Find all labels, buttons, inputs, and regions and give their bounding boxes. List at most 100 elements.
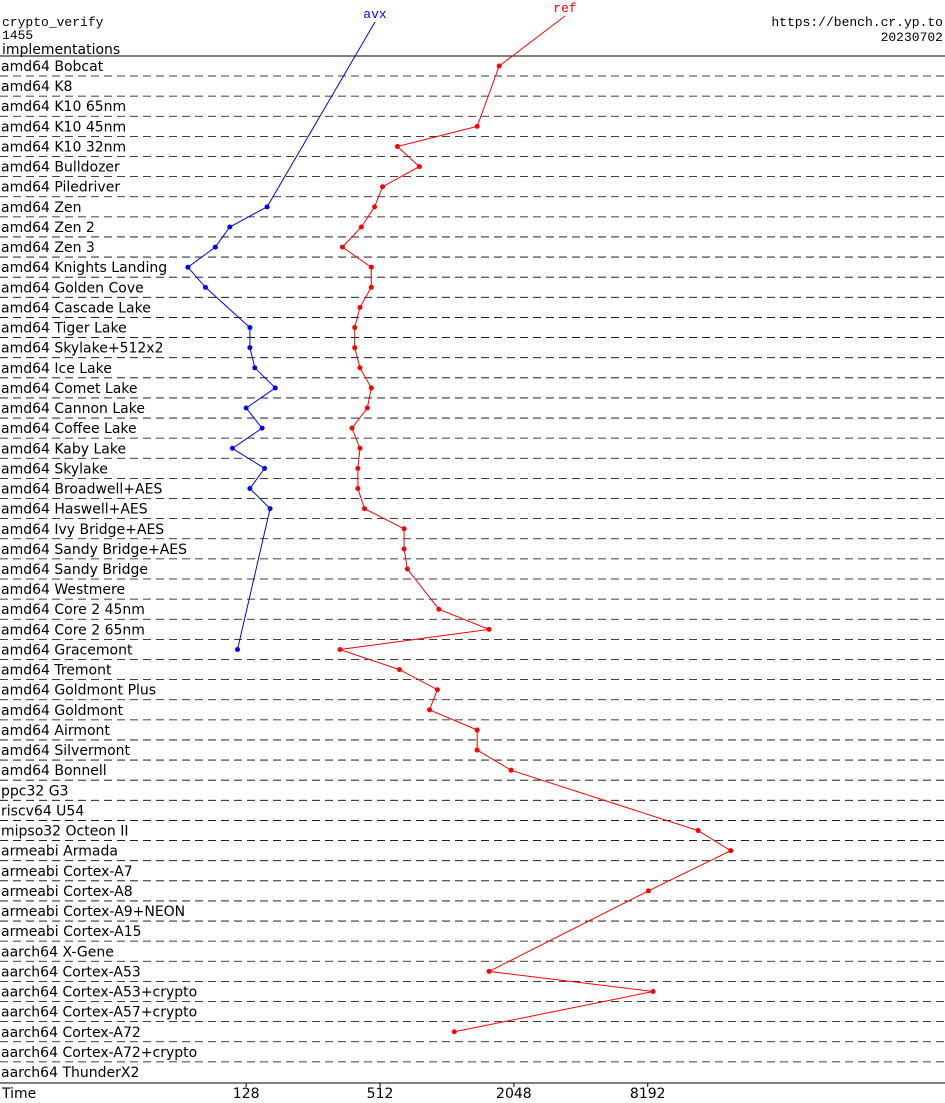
row-label: amd64 Airmont	[1, 723, 110, 739]
row-label: amd64 Golden Cove	[1, 280, 144, 296]
row-label: amd64 Broadwell+AES	[1, 482, 162, 498]
row-label: amd64 Ice Lake	[1, 361, 112, 377]
data-point	[357, 365, 363, 371]
row-label: amd64 Gracemont	[1, 642, 133, 658]
data-point	[650, 989, 656, 995]
row-label: amd64 Sandy Bridge+AES	[1, 542, 187, 558]
data-point	[401, 526, 407, 532]
data-point	[368, 284, 374, 290]
x-tick-label: 2048	[496, 1086, 532, 1102]
data-point	[357, 445, 363, 451]
data-point	[401, 546, 407, 552]
row-label: amd64 Tiger Lake	[1, 321, 127, 337]
row-label: amd64 K10 45nm	[1, 119, 126, 135]
row-label: armeabi Cortex-A8	[1, 884, 133, 900]
data-point	[474, 747, 480, 753]
row-label: armeabi Cortex-A9+NEON	[1, 904, 185, 920]
data-point	[267, 506, 273, 512]
data-point	[227, 224, 233, 230]
data-point	[264, 204, 270, 210]
data-point	[247, 486, 253, 492]
chart-title: crypto_verify	[2, 15, 104, 30]
data-point	[404, 566, 410, 572]
data-point	[427, 707, 433, 713]
row-label: amd64 Goldmont Plus	[1, 683, 156, 699]
data-point	[247, 325, 253, 331]
row-label: aarch64 Cortex-A53+crypto	[1, 985, 197, 1001]
series-line	[339, 65, 732, 1033]
row-label: riscv64 U54	[1, 803, 84, 819]
row-label: amd64 Core 2 65nm	[1, 622, 145, 638]
row-label: armeabi Armada	[1, 844, 118, 860]
row-label: aarch64 Cortex-A57+crypto	[1, 1005, 197, 1021]
data-point	[337, 646, 343, 652]
x-tick-label: 512	[367, 1086, 394, 1102]
row-label: amd64 Piledriver	[1, 180, 120, 196]
data-point	[645, 888, 651, 894]
row-label: amd64 Comet Lake	[1, 381, 138, 397]
row-label: amd64 K10 32nm	[1, 139, 126, 155]
data-point	[436, 606, 442, 612]
data-point	[339, 244, 345, 250]
row-label: amd64 Kaby Lake	[1, 441, 126, 457]
data-point	[259, 425, 265, 431]
row-label: amd64 Zen	[1, 200, 81, 216]
series-label: avx	[363, 7, 387, 22]
data-point	[358, 224, 364, 230]
series-label: ref	[553, 1, 576, 16]
row-label: amd64 Knights Landing	[1, 260, 167, 276]
row-label: amd64 K10 65nm	[1, 99, 126, 115]
row-label: amd64 Zen 2	[1, 220, 95, 236]
data-point	[394, 143, 400, 149]
data-point	[202, 284, 208, 290]
label-leader	[498, 15, 566, 67]
data-point	[451, 1029, 457, 1035]
data-point	[262, 465, 268, 471]
data-point	[364, 405, 370, 411]
data-point	[728, 848, 734, 854]
x-tick-label: 128	[233, 1086, 260, 1102]
caption: implementations	[2, 42, 120, 58]
x-axis-label: Time	[1, 1086, 36, 1102]
row-label: armeabi Cortex-A15	[1, 924, 142, 940]
data-point	[380, 184, 386, 190]
data-point	[212, 244, 218, 250]
data-point	[368, 264, 374, 270]
row-label: aarch64 X-Gene	[1, 944, 114, 960]
x-tick-label: 8192	[630, 1086, 666, 1102]
row-label: amd64 Bulldozer	[1, 160, 120, 176]
row-label: mipso32 Octeon II	[1, 824, 129, 840]
data-point	[355, 486, 361, 492]
data-point	[474, 727, 480, 733]
row-label: aarch64 ThunderX2	[1, 1065, 139, 1081]
row-label: amd64 Goldmont	[1, 703, 124, 719]
data-point	[349, 425, 355, 431]
label-leader	[266, 21, 376, 208]
row-label: amd64 Sandy Bridge	[1, 562, 148, 578]
data-point	[372, 204, 378, 210]
count: 1455	[2, 28, 33, 43]
data-point	[396, 667, 402, 673]
data-point	[496, 63, 502, 69]
row-label: amd64 K8	[1, 79, 72, 95]
series-line	[187, 206, 277, 650]
row-label: amd64 Bobcat	[1, 59, 104, 75]
data-point	[695, 828, 701, 834]
row-label: amd64 Haswell+AES	[1, 502, 148, 518]
data-point	[243, 405, 249, 411]
data-point	[247, 345, 253, 351]
row-label: amd64 Skylake+512x2	[1, 341, 163, 357]
row-label: amd64 Skylake	[1, 461, 108, 477]
data-point	[508, 767, 514, 773]
row-label: ppc32 G3	[1, 783, 69, 799]
data-point	[252, 365, 258, 371]
row-label: aarch64 Cortex-A53	[1, 964, 141, 980]
row-label: amd64 Coffee Lake	[1, 421, 137, 437]
data-point	[434, 687, 440, 693]
row-label: amd64 Zen 3	[1, 240, 95, 256]
row-label: amd64 Ivy Bridge+AES	[1, 522, 164, 538]
row-label: armeabi Cortex-A7	[1, 864, 133, 880]
data-point	[357, 304, 363, 310]
data-point	[355, 465, 361, 471]
